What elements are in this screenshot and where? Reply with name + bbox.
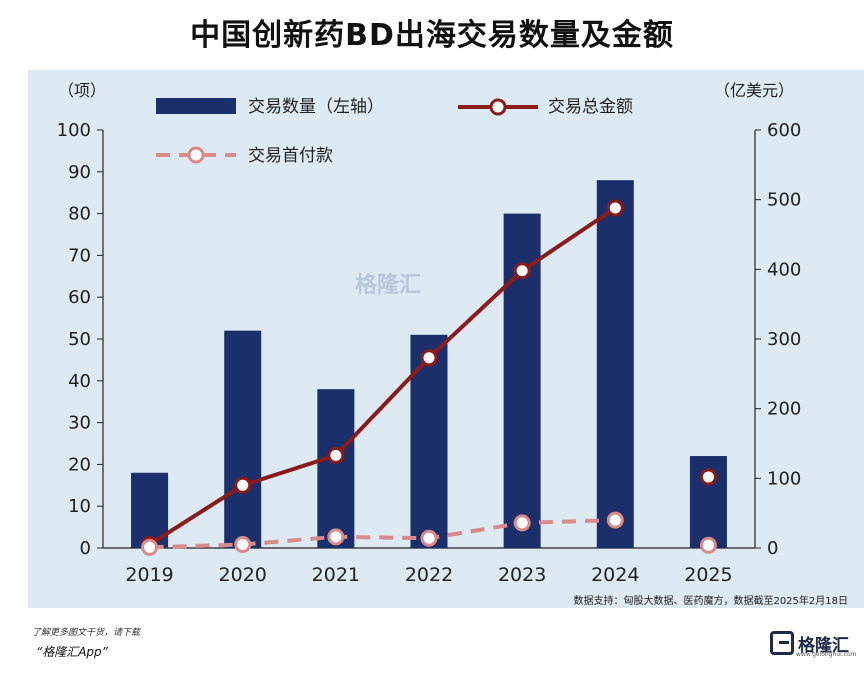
bar-deal-count [596,180,634,548]
footer-app-name: “格隆汇App” [36,645,108,659]
logo-text: 格隆汇 [798,635,849,656]
point-upfront-payment [327,528,345,546]
left-tick-label: 30 [68,413,91,434]
x-tick-label: 2025 [684,564,732,586]
point-total-amount [606,199,624,217]
right-tick-label: 200 [767,399,801,420]
left-tick-label: 50 [68,329,91,350]
right-tick-label: 400 [767,259,801,280]
point-upfront-payment [513,514,531,532]
left-tick-label: 100 [57,120,91,141]
x-tick-label: 2020 [219,564,267,586]
right-axis-unit: （亿美元） [714,81,794,100]
left-tick-label: 60 [68,287,91,308]
legend-label-upfront: 交易首付款 [248,146,333,166]
logo-icon [770,631,794,655]
point-total-amount [699,468,717,486]
left-tick-label: 90 [68,162,91,183]
point-upfront-payment [234,536,252,554]
right-tick-label: 600 [767,120,801,141]
watermark-text: 格隆汇 [355,272,421,298]
right-tick-label: 500 [767,190,801,211]
point-total-amount [327,446,345,464]
bar-deal-count [317,389,355,548]
x-tick-label: 2019 [125,564,173,586]
legend-marker-total-amount [489,98,507,116]
left-tick-label: 10 [68,496,91,517]
chart-title: 中国创新药BD出海交易数量及金额 [190,18,674,53]
right-tick-label: 300 [767,329,801,350]
data-source: 数据支持：匈股大数据、医药魔方，数据截至2025年2月18日 [573,596,848,607]
left-tick-label: 0 [80,538,91,559]
point-upfront-payment [141,538,159,556]
point-upfront-payment [699,536,717,554]
left-tick-label: 70 [68,245,91,266]
chart-panel: 格隆汇 0 10 20 30 40 50 60 70 80 90 100 0 100 200 300 400 50… [28,70,864,608]
legend-marker-upfront [187,146,205,164]
bar-deal-count [224,330,262,548]
x-tick-label: 2023 [498,564,546,586]
right-tick-label: 0 [767,538,778,559]
left-tick-label: 80 [68,204,91,225]
point-total-amount [513,262,531,280]
left-axis-unit: （项） [58,81,106,100]
x-tick-label: 2022 [405,564,453,586]
right-tick-label: 100 [767,468,801,489]
left-tick-label: 20 [68,454,91,475]
legend-swatch-deal-count [156,98,236,114]
legend-label-total-amount: 交易总金额 [548,97,633,117]
point-upfront-payment [606,511,624,529]
chart-svg: 格隆汇 0 10 20 30 40 50 60 70 80 90 100 0 100 200 300 400 50… [57,81,802,586]
point-total-amount [420,349,438,367]
left-tick-label: 40 [68,371,91,392]
line-total-amount [148,206,617,547]
x-tick-label: 2024 [591,564,639,586]
logo-url: www.gelonghui.com [796,651,857,658]
bar-deal-count [410,334,448,548]
footer-note: 了解更多图文干货，请下载 [32,628,141,638]
legend-label-deal-count: 交易数量（左轴） [248,97,384,117]
line-upfront-payment [149,518,616,550]
x-tick-label: 2021 [312,564,360,586]
point-total-amount [234,476,252,494]
brand-logo: 格隆汇 [770,628,860,658]
point-upfront-payment [420,529,438,547]
